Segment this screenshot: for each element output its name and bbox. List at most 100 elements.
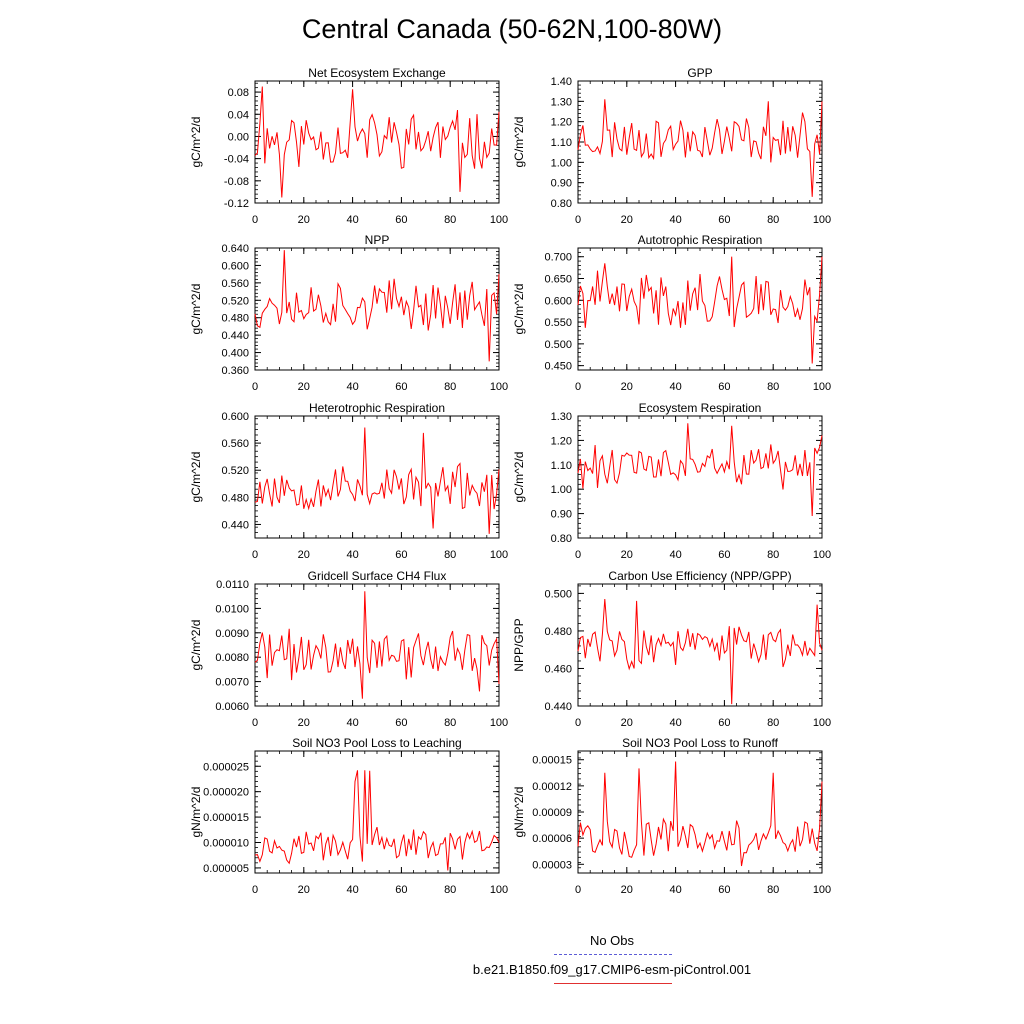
y-tick-label: 1.40 <box>551 76 572 88</box>
y-axis-label: gC/m^2/d <box>189 117 203 168</box>
legend-no-obs-label: No Obs <box>589 933 635 948</box>
x-tick-label: 100 <box>813 717 831 729</box>
chart-title: Ecosystem Respiration <box>639 401 762 415</box>
y-tick-label: 1.10 <box>551 137 572 149</box>
y-tick-label: 0.550 <box>544 317 572 329</box>
y-tick-label: 0.0090 <box>215 628 249 640</box>
x-tick-label: 100 <box>813 381 831 393</box>
y-tick-label: 1.00 <box>551 157 572 169</box>
x-tick-label: 40 <box>669 214 681 226</box>
y-tick-label: 0.0060 <box>215 701 249 713</box>
x-tick-label: 80 <box>767 884 779 896</box>
y-axis-label: NPP/GPP <box>512 618 526 671</box>
y-tick-label: 0.80 <box>551 198 572 210</box>
y-axis-label: gC/m^2/d <box>512 117 526 168</box>
y-tick-label: 0.500 <box>544 339 572 351</box>
y-tick-label: 0.400 <box>221 348 249 360</box>
legend-run-label: b.e21.B1850.f09_g17.CMIP6-esm-piControl.… <box>472 962 752 977</box>
y-tick-label: 0.560 <box>221 278 249 290</box>
plot-frame <box>577 80 823 204</box>
y-tick-label: 0.000015 <box>203 812 249 824</box>
y-tick-label: 0.00003 <box>532 859 572 871</box>
y-tick-label: 1.20 <box>551 117 572 129</box>
y-tick-label: 1.20 <box>551 435 572 447</box>
y-tick-label: 0.500 <box>544 588 572 600</box>
x-tick-label: 20 <box>621 717 633 729</box>
y-axis-label: gC/m^2/d <box>189 284 203 335</box>
x-tick-label: 20 <box>298 884 310 896</box>
y-tick-label: 0.00 <box>228 131 249 143</box>
y-tick-label: 0.450 <box>544 361 572 373</box>
plot-frame <box>254 415 500 539</box>
chart-title: Heterotrophic Respiration <box>309 401 445 415</box>
plot-frame <box>577 750 823 874</box>
x-tick-label: 80 <box>444 381 456 393</box>
y-tick-label: 0.480 <box>221 313 249 325</box>
x-tick-label: 100 <box>813 214 831 226</box>
x-tick-label: 20 <box>621 381 633 393</box>
y-tick-label: 0.440 <box>544 701 572 713</box>
y-tick-label: -0.12 <box>224 198 249 210</box>
y-tick-label: -0.08 <box>224 176 249 188</box>
y-tick-label: 0.480 <box>544 626 572 638</box>
chart-title: Net Ecosystem Exchange <box>308 66 446 80</box>
y-tick-label: 0.440 <box>221 330 249 342</box>
x-tick-label: 0 <box>575 549 581 561</box>
x-tick-label: 40 <box>669 717 681 729</box>
x-tick-label: 20 <box>298 549 310 561</box>
plot-frame <box>254 583 500 707</box>
x-tick-label: 20 <box>621 884 633 896</box>
x-tick-label: 60 <box>395 214 407 226</box>
series-line <box>577 423 823 517</box>
legend-run-line <box>554 983 672 984</box>
x-tick-label: 40 <box>346 884 358 896</box>
y-tick-label: 0.0070 <box>215 677 249 689</box>
x-tick-label: 100 <box>490 717 508 729</box>
y-axis-label: gC/m^2/d <box>512 452 526 503</box>
series-line <box>254 86 500 198</box>
y-tick-label: 0.000025 <box>203 761 249 773</box>
x-tick-label: 80 <box>767 381 779 393</box>
x-tick-label: 20 <box>621 549 633 561</box>
series-line <box>577 256 823 364</box>
x-tick-label: 60 <box>718 549 730 561</box>
y-axis-label: gN/m^2/d <box>189 787 203 838</box>
plot-frame <box>254 247 500 371</box>
x-tick-label: 0 <box>575 717 581 729</box>
x-tick-label: 0 <box>252 884 258 896</box>
y-tick-label: 0.000010 <box>203 838 249 850</box>
y-tick-label: 0.04 <box>228 109 249 121</box>
y-tick-label: 0.360 <box>221 365 249 377</box>
y-tick-label: 0.00009 <box>532 807 572 819</box>
x-tick-label: 100 <box>490 549 508 561</box>
x-tick-label: 40 <box>669 884 681 896</box>
y-tick-label: -0.04 <box>224 154 249 166</box>
series-line <box>577 761 823 867</box>
x-tick-label: 60 <box>395 884 407 896</box>
x-tick-label: 20 <box>621 214 633 226</box>
y-tick-label: 0.0110 <box>216 579 249 591</box>
y-axis-label: gN/m^2/d <box>512 787 526 838</box>
chart-title: NPP <box>365 233 390 247</box>
y-tick-label: 1.00 <box>551 484 572 496</box>
x-tick-label: 40 <box>346 381 358 393</box>
x-tick-label: 100 <box>490 381 508 393</box>
x-tick-label: 60 <box>395 549 407 561</box>
y-tick-label: 0.0080 <box>215 652 249 664</box>
x-tick-label: 100 <box>490 214 508 226</box>
y-tick-label: 0.80 <box>551 533 572 545</box>
chart-title: Soil NO3 Pool Loss to Leaching <box>292 736 461 750</box>
x-tick-label: 0 <box>575 214 581 226</box>
x-tick-label: 100 <box>813 884 831 896</box>
y-tick-label: 0.480 <box>221 492 249 504</box>
y-tick-label: 0.00012 <box>532 781 572 793</box>
y-tick-label: 0.00006 <box>532 833 572 845</box>
y-tick-label: 0.460 <box>544 663 572 675</box>
x-tick-label: 100 <box>813 549 831 561</box>
series-line <box>577 598 823 705</box>
y-tick-label: 1.30 <box>551 411 572 423</box>
y-tick-label: 0.000005 <box>203 863 249 875</box>
y-tick-label: 0.520 <box>221 295 249 307</box>
x-tick-label: 60 <box>718 214 730 226</box>
